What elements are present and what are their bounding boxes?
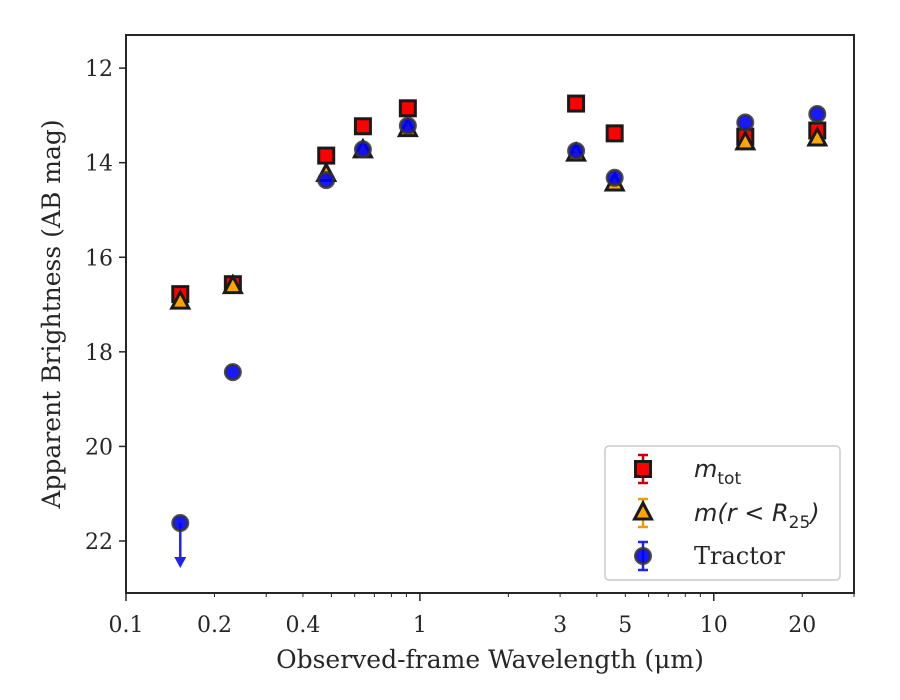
y-axis-ticks: 12 14 16 18 20 22	[85, 57, 126, 555]
data-marks	[169, 94, 829, 569]
data-point	[317, 146, 336, 165]
data-point	[734, 129, 757, 151]
y-tick-label: 20	[85, 435, 113, 460]
data-point	[398, 99, 417, 118]
data-point	[398, 116, 417, 135]
y-tick-label: 14	[85, 152, 113, 177]
x-tick-label: 0.4	[285, 613, 320, 638]
legend-item-square: mtot	[634, 453, 741, 489]
data-point	[221, 273, 244, 295]
legend-item-triangle: m(r < R25)	[632, 497, 820, 533]
y-tick-label: 16	[85, 246, 113, 271]
upper-limit-arrowhead	[174, 557, 187, 569]
x-tick-label: 10	[700, 613, 728, 638]
legend-frame	[604, 445, 841, 581]
data-point	[806, 125, 829, 147]
legend-marker	[634, 460, 652, 478]
x-tick-label: 1	[413, 613, 427, 638]
data-point	[223, 363, 242, 382]
x-tick-label: 0.1	[109, 613, 144, 638]
data-point	[567, 94, 586, 113]
data-point	[567, 141, 586, 160]
data-point	[605, 168, 624, 187]
legend-label: m(r < R25)	[694, 499, 820, 533]
y-tick-label: 18	[85, 341, 113, 366]
y-axis-label: Apparent Brightness (AB mag)	[37, 119, 66, 509]
series-circle	[171, 104, 827, 569]
legend-marker	[632, 499, 654, 521]
x-axis-label: Observed-frame Wavelength (μm)	[276, 645, 704, 674]
legend-label: mtot	[694, 455, 741, 489]
data-point	[605, 124, 624, 143]
x-tick-label: 3	[553, 613, 567, 638]
y-tick-label: 12	[85, 57, 113, 82]
data-point	[353, 140, 372, 159]
plot-frame	[125, 34, 855, 594]
data-point	[317, 171, 336, 190]
x-tick-label: 0.2	[197, 613, 232, 638]
x-tick-label: 20	[788, 613, 816, 638]
data-point	[353, 117, 372, 136]
legend-marker	[634, 547, 652, 565]
data-point	[171, 514, 190, 533]
legend-label: Tractor	[694, 542, 785, 570]
data-point	[808, 104, 827, 123]
legend: mtot m(r < R25) Tractor	[604, 445, 841, 581]
legend-item-circle: Tractor	[634, 540, 785, 572]
data-point	[169, 288, 192, 310]
x-axis-ticks: 0.1 0.2 0.4 1 3 5 10 20	[109, 593, 855, 638]
data-point	[736, 113, 755, 132]
y-tick-label: 22	[85, 530, 113, 555]
x-tick-label: 5	[618, 613, 632, 638]
